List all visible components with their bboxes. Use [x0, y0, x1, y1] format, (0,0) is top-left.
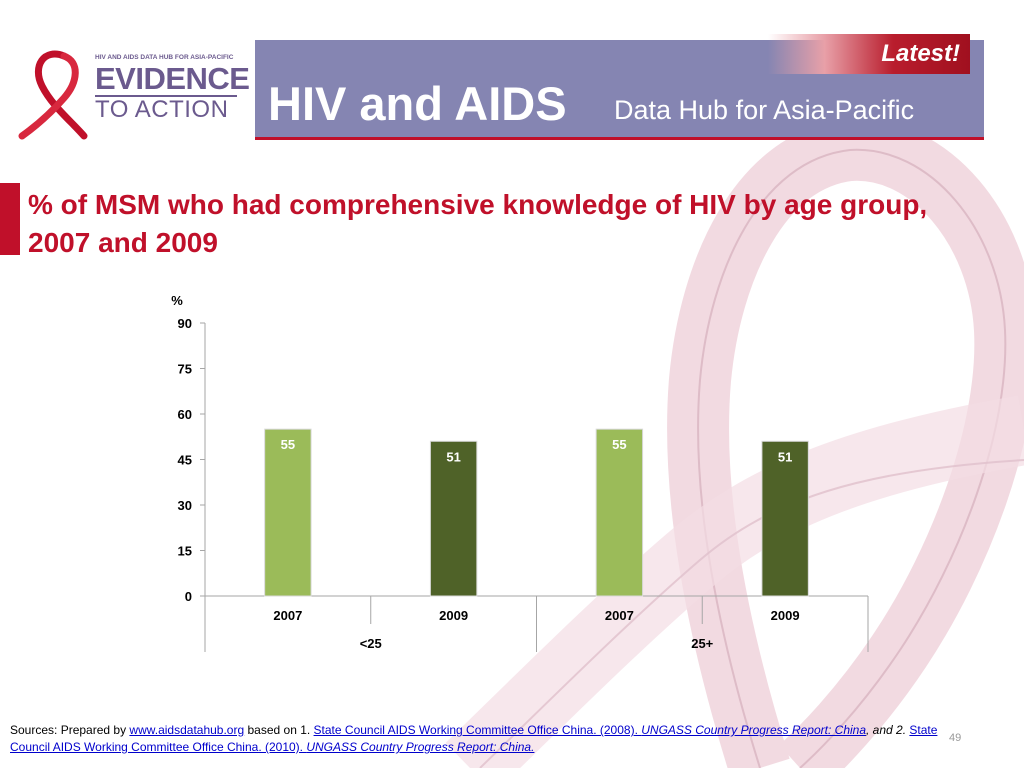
data-label: 51: [446, 449, 460, 464]
x-tick-label: 2007: [605, 608, 634, 623]
source-link-2010-text: State Council AIDS Working Committee Off…: [10, 723, 938, 754]
ribbon-logo-icon: [18, 50, 88, 140]
data-label: 55: [612, 437, 626, 452]
y-tick-label: 0: [185, 589, 192, 604]
y-tick-label: 30: [178, 498, 192, 513]
logo-tagline: HIV AND AIDS DATA HUB FOR ASIA-PACIFIC: [95, 54, 234, 61]
logo-divider: [95, 95, 237, 97]
bar-chart: % 0 15 30 45 60 75 90 55 2007 51 2009 55 2007 51 2009 <2…: [171, 293, 869, 652]
y-tick-label: 90: [178, 316, 192, 331]
group-label: 25+: [691, 636, 713, 651]
source-link-2008-text: State Council AIDS Working Committee Off…: [313, 723, 642, 737]
sources-prefix: Sources: Prepared by: [10, 723, 130, 737]
header-subtitle: Data Hub for Asia-Pacific: [614, 95, 915, 125]
x-tick-label: 2009: [771, 608, 800, 623]
sources-mid2: , and 2.: [866, 723, 910, 737]
bar: [264, 428, 312, 597]
y-axis-label: %: [171, 293, 183, 308]
slide-title: % of MSM who had comprehensive knowledge…: [28, 189, 928, 258]
latest-badge[interactable]: Latest!: [768, 34, 970, 74]
x-tick-label: 2009: [439, 608, 468, 623]
title-marker: [0, 183, 20, 255]
y-tick-label: 15: [178, 544, 192, 559]
y-tick-label: 60: [178, 407, 192, 422]
data-label: 55: [281, 437, 295, 452]
logo-to-action: TO ACTION: [95, 96, 229, 123]
source-link-aidsdatahub[interactable]: www.aidsdatahub.org: [129, 723, 245, 737]
source-link-2010-italic: UNGASS Country Progress Report: China.: [306, 740, 535, 754]
source-link-2008[interactable]: State Council AIDS Working Committee Off…: [314, 723, 866, 737]
data-label: 51: [778, 449, 792, 464]
y-tick-label: 75: [178, 362, 192, 377]
latest-badge-label: Latest!: [881, 40, 960, 67]
source-link-2010[interactable]: State Council AIDS Working Committee Off…: [10, 723, 937, 754]
x-tick-label: 2007: [273, 608, 302, 623]
bar: [429, 440, 478, 597]
header-title: HIV and AIDS: [268, 77, 567, 130]
sources-mid1: based on 1.: [244, 723, 314, 737]
bar: [761, 440, 809, 597]
bar: [595, 428, 644, 597]
sources-footer: Sources: Prepared by www.aidsdatahub.org…: [10, 722, 950, 756]
page-number: 49: [949, 732, 962, 744]
y-tick-label: 45: [178, 453, 192, 468]
group-label: <25: [360, 636, 382, 651]
source-link-2008-italic: UNGASS Country Progress Report: China: [641, 723, 867, 737]
logo-evidence: EVIDENCE: [95, 61, 250, 96]
